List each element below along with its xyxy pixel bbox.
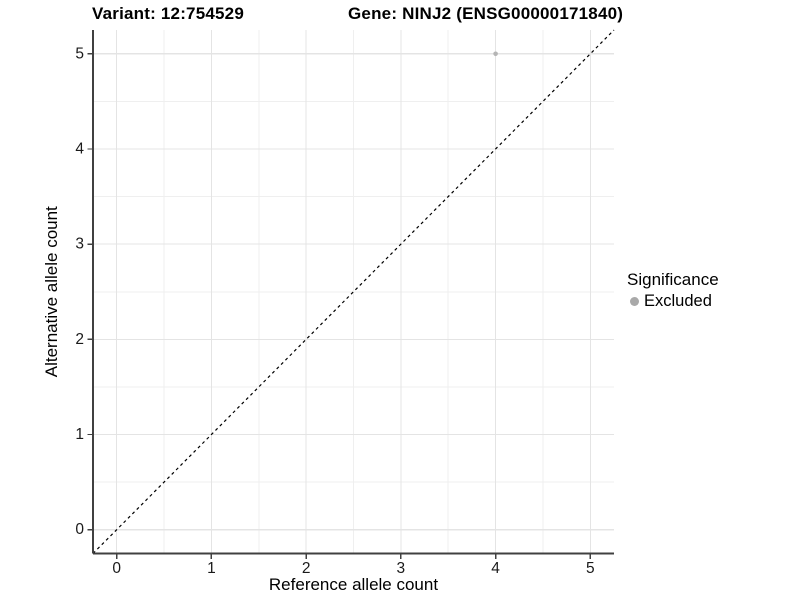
legend-point-icon <box>630 297 639 306</box>
y-tick-label: 4 <box>75 140 84 157</box>
y-tick-label: 3 <box>75 236 84 253</box>
y-tick-label: 2 <box>75 331 84 348</box>
y-axis-title: Alternative allele count <box>42 206 61 377</box>
x-tick-label: 0 <box>112 560 121 577</box>
x-axis-title: Reference allele count <box>269 575 438 594</box>
data-point-excluded <box>493 51 498 57</box>
variant-title: Variant: 12:754529 <box>92 4 244 23</box>
tick-marks <box>87 53 592 559</box>
data-points <box>493 51 498 57</box>
x-tick-label: 4 <box>491 560 500 577</box>
minor-gridlines <box>93 30 614 554</box>
gene-title: Gene: NINJ2 (ENSG00000171840) <box>348 4 624 23</box>
legend: Significance Excluded <box>627 270 719 311</box>
x-tick-label: 2 <box>302 560 311 577</box>
y-tick-label: 0 <box>75 521 84 538</box>
y-tick-label: 5 <box>75 45 84 62</box>
axes <box>92 30 614 555</box>
major-gridlines <box>93 30 614 554</box>
legend-title: Significance <box>627 270 719 289</box>
legend-item: Excluded <box>627 292 719 311</box>
tick-labels: 0 1 2 3 4 5 0 1 2 3 4 5 <box>75 45 594 577</box>
x-tick-label: 1 <box>207 560 216 577</box>
x-tick-label: 3 <box>397 560 406 577</box>
x-tick-label: 5 <box>586 560 595 577</box>
legend-item-label: Excluded <box>644 292 712 310</box>
y-tick-label: 1 <box>75 426 84 443</box>
identity-line <box>92 29 615 554</box>
